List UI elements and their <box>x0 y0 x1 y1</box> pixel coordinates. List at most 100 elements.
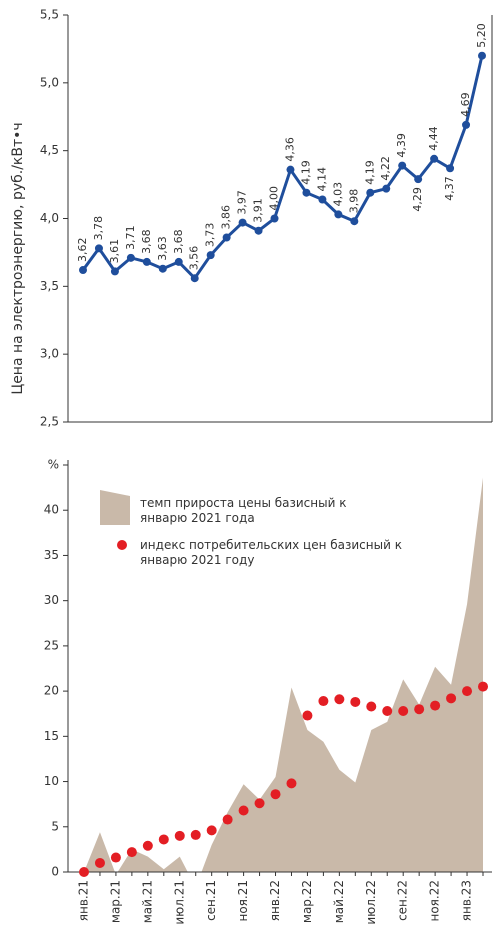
dot <box>382 706 393 717</box>
value-label: 4,14 <box>315 167 328 192</box>
x-tick-label: янв.21 <box>77 880 91 921</box>
x-tick-label: мар.21 <box>108 880 122 923</box>
value-label: 3,56 <box>188 246 201 271</box>
point <box>366 188 375 197</box>
x-tick-label: мар.22 <box>300 880 314 923</box>
dot <box>222 814 233 825</box>
dot <box>366 701 377 712</box>
dot <box>142 840 153 851</box>
point <box>142 257 151 266</box>
point <box>398 161 407 170</box>
point <box>270 214 279 223</box>
y-tick-label: 4,5 <box>40 143 59 157</box>
point <box>414 175 423 184</box>
value-label: 4,22 <box>379 156 392 181</box>
point <box>190 274 199 283</box>
point <box>254 226 263 235</box>
value-label: 4,19 <box>363 160 376 185</box>
value-label: 4,69 <box>459 92 472 117</box>
y-tick-label: 5,0 <box>40 75 59 89</box>
value-label: 3,61 <box>108 239 121 264</box>
point <box>286 165 295 174</box>
value-label: 3,86 <box>220 205 233 230</box>
x-tick-label: май.21 <box>140 880 154 923</box>
dot <box>334 694 345 705</box>
dot <box>414 704 425 715</box>
value-label: 3,68 <box>140 229 153 254</box>
point <box>238 218 247 227</box>
x-tick-label: июл.21 <box>172 880 186 925</box>
value-label: 5,20 <box>475 23 488 48</box>
value-label: 4,36 <box>283 137 296 162</box>
value-label: 4,29 <box>411 187 424 212</box>
dot <box>462 686 473 697</box>
point <box>462 120 471 129</box>
value-label: 4,00 <box>268 186 281 211</box>
dot <box>286 778 297 789</box>
point <box>382 184 391 193</box>
dot <box>350 696 361 707</box>
y-tick-label: 3,0 <box>40 347 59 361</box>
dot <box>398 706 409 717</box>
y-tick-label: 35 <box>44 548 59 562</box>
y-tick-label: 20 <box>44 684 59 698</box>
dot <box>190 829 201 840</box>
y-tick-label: 15 <box>44 729 59 743</box>
y-tick-label: 5 <box>51 819 59 833</box>
dot <box>430 700 441 711</box>
y-tick-label: 25 <box>44 638 59 652</box>
value-label: 3,63 <box>156 236 169 261</box>
x-tick-label: май.22 <box>332 880 346 923</box>
x-tick-label: сен.22 <box>396 880 410 921</box>
value-label: 3,97 <box>236 190 249 215</box>
dot <box>126 847 137 858</box>
dot <box>158 834 169 845</box>
x-tick-label: ноя.21 <box>236 880 250 922</box>
point <box>334 210 343 219</box>
value-label: 4,44 <box>427 126 440 151</box>
point <box>79 266 87 275</box>
x-tick-label: янв.22 <box>268 880 282 921</box>
x-tick-label: июл.22 <box>364 880 378 925</box>
value-label: 3,78 <box>92 216 105 241</box>
legend-label: индекс потребительских цен базисный к янв… <box>140 538 402 567</box>
dot <box>238 805 249 816</box>
value-label: 4,39 <box>395 133 408 158</box>
area <box>84 477 483 872</box>
value-label: 3,68 <box>172 229 185 254</box>
point <box>174 257 183 266</box>
point <box>110 267 119 276</box>
y-tick-label: 40 <box>44 503 59 517</box>
y-tick-label: 2,5 <box>40 415 59 429</box>
value-label: 3,98 <box>347 189 360 214</box>
value-label: 4,37 <box>443 176 456 201</box>
dot <box>446 693 457 704</box>
y-tick-label: 0 <box>51 865 59 879</box>
value-label: 3,91 <box>252 198 265 223</box>
x-tick-label: янв.23 <box>460 880 474 921</box>
y-tick-label: 3,5 <box>40 279 59 293</box>
dot <box>174 830 185 841</box>
y-tick-label: 30 <box>44 593 59 607</box>
dot <box>254 798 265 809</box>
dot <box>206 825 217 836</box>
point <box>94 244 103 253</box>
y-axis-label: Цена на электроэнергию, руб./кВт•ч <box>10 122 26 394</box>
dot <box>478 681 488 692</box>
value-label: 3,62 <box>76 238 89 263</box>
point <box>350 217 359 226</box>
y-tick-label: 10 <box>44 774 59 788</box>
value-label: 3,71 <box>124 225 137 250</box>
dot <box>270 789 281 800</box>
point <box>478 51 486 60</box>
dot <box>94 857 105 868</box>
point <box>126 253 135 262</box>
legend-label: темп прироста цены базисный к январю 2021… <box>140 496 346 525</box>
y-tick-label: % <box>48 458 59 472</box>
point <box>222 233 231 242</box>
y-tick-label: 4,0 <box>40 211 59 225</box>
point <box>318 195 327 204</box>
dot <box>79 867 89 877</box>
point <box>446 164 455 173</box>
